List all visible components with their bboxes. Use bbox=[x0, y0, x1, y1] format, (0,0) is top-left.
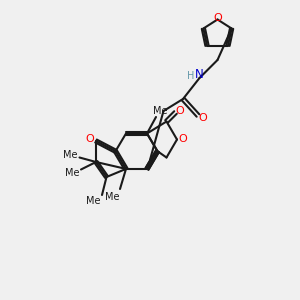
Text: O: O bbox=[198, 112, 207, 123]
Text: Me: Me bbox=[153, 106, 168, 116]
Text: N: N bbox=[195, 68, 204, 82]
Text: H: H bbox=[188, 70, 195, 81]
Text: O: O bbox=[176, 106, 184, 116]
Text: O: O bbox=[178, 134, 188, 145]
Text: Me: Me bbox=[63, 149, 78, 160]
Text: Me: Me bbox=[65, 167, 79, 178]
Text: Me: Me bbox=[86, 196, 100, 206]
Text: Me: Me bbox=[105, 191, 120, 202]
Text: O: O bbox=[213, 13, 222, 23]
Text: O: O bbox=[85, 134, 94, 145]
